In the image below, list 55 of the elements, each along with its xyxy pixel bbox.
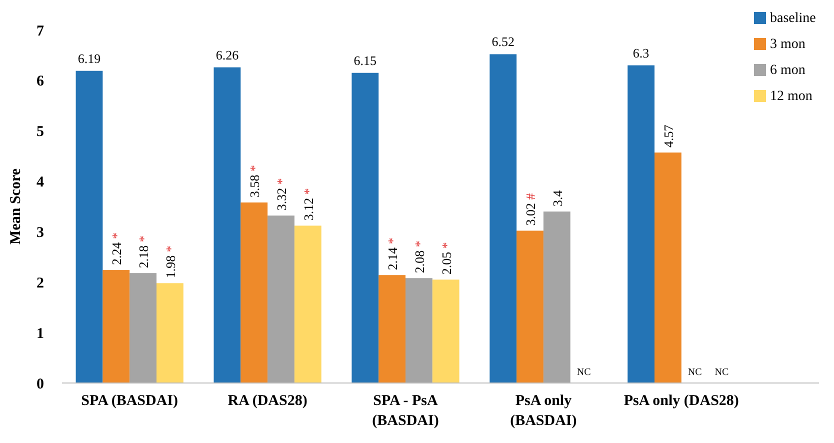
data-label: 2.14 * (385, 238, 400, 270)
data-label: 3.02 # (523, 192, 538, 226)
data-label: 6.19 (78, 50, 101, 66)
data-label: 3.4 (550, 190, 565, 207)
legend-label: 6 mon (770, 63, 806, 78)
x-tick-label: PsA only (DAS28) (624, 393, 739, 409)
data-label: 6.3 (632, 45, 650, 60)
bar (130, 273, 156, 383)
data-label: 3.58 * (247, 164, 262, 198)
data-label: 3.32 * (274, 178, 289, 211)
data-label: 2.18 * (136, 236, 152, 268)
x-tick-label: SPA - PsA (BASDAI) (372, 393, 439, 429)
y-tick-label: 1 (36, 326, 44, 342)
text: NC (576, 367, 591, 378)
bar (406, 278, 432, 383)
data-label: 2.05 * (438, 242, 454, 275)
data-label: 4.57 (660, 124, 676, 148)
data-label: 6.26 (216, 47, 240, 62)
y-tick-label: 6 (36, 74, 44, 90)
bar (214, 67, 241, 383)
y-tick-label: 3 (36, 224, 44, 241)
legend-label: baseline (770, 11, 816, 26)
data-label: 6.15 (354, 52, 377, 68)
bar (294, 226, 322, 383)
bar (543, 212, 570, 383)
bar (76, 70, 103, 383)
y-axis-title: Mean Score (8, 168, 24, 244)
data-label: 2.08 * (412, 240, 427, 274)
x-tick-label: RA (DAS28) (228, 393, 308, 409)
bar (240, 202, 268, 383)
y-tick-label: 0 (36, 376, 44, 392)
data-label: 6.52 (492, 34, 514, 50)
legend-label: 12 mon (770, 89, 812, 104)
text: NC (688, 367, 702, 378)
y-tick-label: 2 (36, 275, 44, 292)
bar (378, 275, 406, 383)
bar (268, 216, 294, 383)
bar (156, 283, 184, 383)
bar (432, 280, 460, 383)
bar (490, 54, 517, 383)
y-tick-label: 5 (36, 124, 44, 140)
bar (102, 270, 130, 383)
data-label: 1.98 * (162, 246, 178, 278)
bar (516, 230, 544, 383)
y-tick-label: 7 (36, 23, 44, 40)
text: NC (714, 367, 729, 378)
bar (628, 65, 655, 383)
legend-label: 3 mon (770, 37, 806, 52)
bar (654, 152, 682, 383)
y-tick-label: 4 (36, 174, 44, 191)
data-label: 3.12 * (300, 188, 316, 221)
x-tick-label: PsA only (BASDAI) (510, 393, 577, 429)
data-label: 2.24 * (109, 232, 124, 266)
x-tick-label: SPA (BASDAI) (81, 393, 178, 409)
bar (352, 72, 379, 383)
